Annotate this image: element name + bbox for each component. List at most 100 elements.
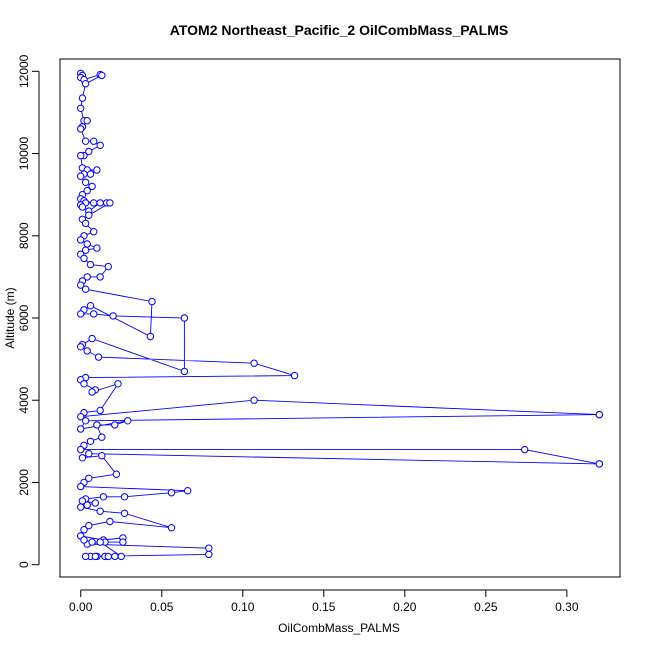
data-point <box>81 178 90 187</box>
data-point <box>86 260 95 269</box>
data-point <box>96 273 104 281</box>
data-point <box>86 170 95 178</box>
data-point <box>117 552 126 561</box>
data-point <box>85 521 93 530</box>
data-point <box>77 236 85 244</box>
data-point <box>96 141 104 150</box>
data-point <box>78 94 87 102</box>
data-point <box>205 550 213 559</box>
data-point <box>111 552 119 561</box>
data-point <box>81 219 90 228</box>
data-point <box>106 517 114 526</box>
data-point <box>521 445 529 454</box>
data-point <box>81 80 90 88</box>
data-point <box>96 406 104 415</box>
data-point <box>90 228 98 236</box>
data-point <box>120 493 129 501</box>
data-point <box>80 526 88 534</box>
data-point <box>77 104 85 113</box>
data-point <box>90 310 98 318</box>
data-point <box>109 312 117 320</box>
data-point <box>114 380 122 388</box>
data-point <box>90 137 98 145</box>
data-point <box>167 524 176 532</box>
data-point <box>112 470 121 478</box>
data-point <box>77 445 85 454</box>
data-point <box>77 172 85 180</box>
data-point <box>96 507 104 515</box>
x-tick-label: 0.25 <box>474 600 498 614</box>
data-point <box>180 367 189 376</box>
data-point <box>83 347 91 355</box>
data-point <box>290 371 299 380</box>
data-point <box>250 396 258 404</box>
data-point <box>146 332 155 341</box>
data-point <box>77 125 85 133</box>
data-point <box>83 501 91 509</box>
data-point <box>99 493 108 501</box>
y-axis-label: Altitude (m) <box>3 287 17 348</box>
data-point <box>94 353 103 361</box>
y-tick-label: 6000 <box>17 304 31 331</box>
chart-title: ATOM2 Northeast_Pacific_2 OilCombMass_PA… <box>170 22 508 38</box>
data-point <box>77 310 85 318</box>
data-point <box>104 552 113 561</box>
x-axis: 0.00 0.05 0.10 0.15 0.20 0.25 0.30 <box>69 589 579 614</box>
data-point <box>180 314 189 322</box>
data-point <box>80 254 88 263</box>
data-point <box>77 482 85 491</box>
data-point <box>77 413 85 421</box>
data-point <box>93 244 101 252</box>
y-tick-label: 12000 <box>17 54 31 88</box>
data-point <box>85 211 93 219</box>
y-tick-label: 0 <box>17 561 31 568</box>
data-point <box>106 199 114 207</box>
data-point <box>111 421 119 429</box>
data-point <box>167 489 176 497</box>
x-tick-label: 0.10 <box>231 600 255 614</box>
data-point <box>83 273 91 281</box>
plot-area <box>59 58 621 578</box>
data-point <box>80 536 88 544</box>
data-point <box>124 417 132 425</box>
data-point <box>90 199 98 207</box>
data-point <box>98 71 106 80</box>
data-point <box>184 487 192 495</box>
data-point <box>104 262 113 271</box>
data-point <box>77 503 85 511</box>
data-point <box>83 240 91 248</box>
data-point <box>86 437 95 445</box>
y-tick-label: 10000 <box>17 137 31 171</box>
data-point <box>85 147 93 156</box>
data-point <box>78 203 87 211</box>
data-point <box>93 166 101 174</box>
data-point <box>81 285 90 293</box>
data-point <box>88 388 96 396</box>
data-point <box>83 117 91 125</box>
data-point <box>78 454 87 462</box>
data-point <box>77 281 85 289</box>
data-point <box>120 509 129 517</box>
y-axis: 0 2000 4000 6000 8000 10000 12000 <box>17 54 40 568</box>
data-point <box>91 499 100 507</box>
data-point <box>148 297 156 306</box>
data-point <box>119 538 127 546</box>
x-tick-label: 0.00 <box>69 600 93 614</box>
data-point <box>96 538 104 546</box>
x-tick-label: 0.30 <box>555 600 579 614</box>
data-point <box>91 552 100 561</box>
y-tick-label: 4000 <box>17 387 31 414</box>
data-point <box>250 359 258 367</box>
x-tick-label: 0.15 <box>312 600 336 614</box>
y-tick-label: 8000 <box>17 222 31 249</box>
data-point <box>77 151 85 160</box>
data-point <box>205 544 213 552</box>
series-layer <box>77 69 603 561</box>
data-point <box>83 186 91 195</box>
data-point <box>77 425 85 433</box>
data-point <box>81 137 90 145</box>
data-point <box>81 417 90 425</box>
data-point <box>85 474 93 482</box>
